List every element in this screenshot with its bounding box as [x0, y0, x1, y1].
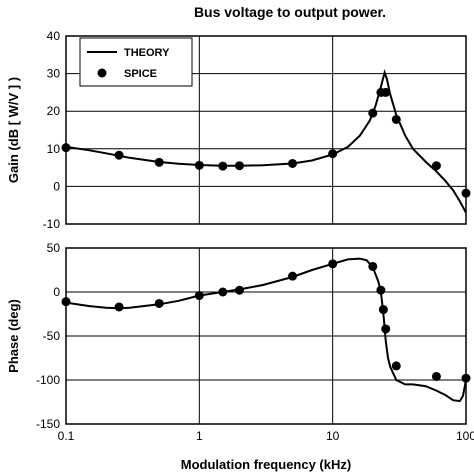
- y-tick-label: -150: [36, 417, 60, 431]
- spice-point: [328, 149, 338, 159]
- spice-point: [114, 302, 124, 312]
- legend-box: [79, 37, 193, 87]
- spice-point: [61, 143, 71, 153]
- spice-point: [461, 373, 471, 383]
- spice-point: [154, 157, 164, 167]
- x-tick-label: 100: [456, 429, 474, 443]
- spice-point: [391, 361, 401, 371]
- theory-line: [66, 69, 466, 214]
- spice-point: [461, 188, 471, 198]
- spice-point: [288, 158, 298, 168]
- spice-point: [218, 287, 228, 297]
- x-tick-label: 1: [196, 429, 203, 443]
- y-tick-label: 0: [53, 285, 60, 299]
- spice-point: [328, 259, 338, 269]
- x-tick-label: 10: [326, 429, 340, 443]
- y-axis-label: Gain (dB [ W/V ] ): [6, 77, 21, 183]
- x-axis-label: Modulation frequency (kHz): [181, 457, 351, 472]
- y-tick-label: 40: [47, 29, 61, 43]
- legend-spice-label: SPICE: [124, 68, 157, 80]
- x-tick-label: 0.1: [58, 429, 75, 443]
- spice-point: [391, 114, 401, 124]
- legend-theory-label: THEORY: [124, 47, 170, 59]
- spice-point: [378, 305, 388, 315]
- spice-point: [194, 291, 204, 301]
- spice-point: [431, 371, 441, 381]
- spice-point: [376, 285, 386, 295]
- spice-point: [61, 297, 71, 307]
- legend: THEORY SPICE: [79, 37, 193, 87]
- spice-point: [381, 324, 391, 334]
- spice-point: [154, 298, 164, 308]
- chart-title: Bus voltage to output power.: [194, 4, 386, 20]
- spice-point: [194, 160, 204, 170]
- spice-point: [234, 161, 244, 171]
- plot-frame: [65, 247, 467, 425]
- spice-point: [114, 150, 124, 160]
- spice-point: [234, 285, 244, 295]
- y-tick-label: -50: [43, 329, 61, 343]
- y-tick-label: 50: [47, 241, 61, 255]
- y-tick-label: -100: [36, 373, 60, 387]
- spice-point: [218, 161, 228, 171]
- spice-point: [368, 108, 378, 118]
- spice-point: [381, 87, 391, 97]
- spice-point: [288, 271, 298, 281]
- spice-point: [431, 161, 441, 171]
- spice-point: [368, 261, 378, 271]
- y-tick-label: 10: [47, 142, 61, 156]
- y-tick-label: 20: [47, 104, 61, 118]
- legend-spice-swatch: [97, 68, 107, 78]
- y-tick-label: 30: [47, 67, 61, 81]
- y-tick-label: 0: [53, 179, 60, 193]
- plot-frame: [65, 35, 467, 225]
- y-tick-label: -10: [43, 217, 61, 231]
- y-axis-label: Phase (deg): [6, 299, 21, 373]
